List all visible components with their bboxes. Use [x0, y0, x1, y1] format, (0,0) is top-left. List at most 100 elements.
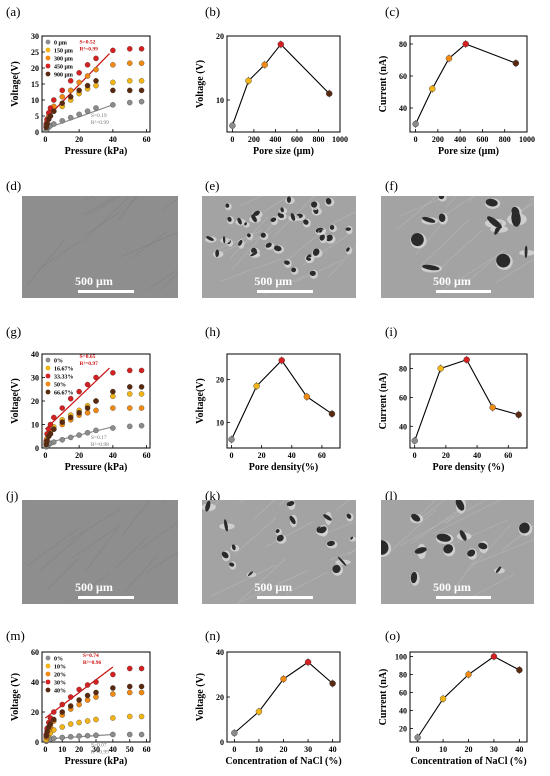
panel-label-h: (h)	[205, 324, 221, 339]
chart-i: 0 20 40 60 40 60 80 Pore density (%) Current (nA…	[378, 353, 528, 473]
panel-label-k: (k)	[205, 488, 221, 503]
x-tick-label: 50	[126, 745, 134, 754]
x-tick-label: 20	[280, 745, 288, 754]
data-point	[328, 410, 336, 418]
legend-marker	[45, 663, 51, 669]
x-tick-label: 40	[329, 745, 337, 754]
data-point	[127, 367, 133, 374]
legend-label: 20%	[54, 673, 66, 679]
sem-pore	[345, 227, 351, 231]
x-tick-label: 800	[312, 135, 324, 144]
legend-label: 10%	[54, 665, 66, 671]
sem-pore	[273, 245, 282, 252]
data-point	[43, 733, 49, 739]
panel-label-j: (j)	[6, 488, 19, 503]
fit-annotation: S=0.74	[83, 653, 99, 659]
plot-frame	[226, 353, 341, 449]
sem-image-e: 500 μm	[202, 196, 356, 298]
scale-bar	[78, 290, 135, 293]
sem-pore	[306, 257, 312, 261]
sem-pore	[496, 253, 511, 268]
chart-h: 0 20 40 60 10 20 Pore density(%) Voltage(V)	[195, 353, 341, 473]
x-tick-label: 0	[43, 451, 47, 460]
series-line	[231, 43, 330, 126]
fit-annotation: S=0.07	[91, 743, 107, 749]
data-point	[67, 414, 74, 421]
sem-pore	[478, 542, 488, 550]
sem-pore	[284, 260, 290, 265]
sem-streak	[326, 521, 356, 534]
sem-streak	[129, 196, 139, 205]
legend-label: 66.67%	[54, 391, 74, 397]
x-tick-label: 0	[414, 135, 418, 144]
data-point	[93, 689, 99, 696]
x-axis-label: Pore size (μm)	[253, 146, 314, 157]
sem-texture	[202, 196, 356, 298]
data-point	[110, 691, 116, 697]
sem-pore	[265, 242, 272, 248]
fit-line	[44, 53, 110, 120]
data-point	[84, 108, 91, 114]
data-point	[76, 111, 82, 118]
sem-streak	[231, 221, 276, 270]
sem-streak	[331, 211, 356, 225]
x-tick-label: 200	[432, 135, 444, 144]
y-tick-label: 0	[220, 738, 224, 747]
data-point	[326, 90, 333, 97]
series-line	[231, 359, 333, 440]
sem-streak	[415, 217, 447, 256]
data-point	[411, 437, 418, 444]
sem-streak	[147, 551, 178, 573]
x-tick-label: 200	[248, 135, 260, 144]
sem-pore	[286, 196, 291, 203]
sem-streak	[396, 196, 438, 230]
data-point	[59, 701, 66, 708]
legend-marker	[45, 39, 51, 45]
data-point	[76, 388, 82, 395]
sem-streak	[26, 240, 65, 286]
sem-streak	[84, 209, 124, 236]
sem-streak	[37, 240, 81, 270]
data-point	[47, 421, 54, 428]
sem-pore	[325, 234, 333, 242]
data-point	[76, 697, 82, 703]
sem-streak	[120, 231, 178, 258]
sem-streak	[335, 500, 349, 511]
sem-pore	[459, 530, 467, 541]
sem-streak	[140, 521, 178, 549]
sem-streak	[82, 197, 129, 242]
y-tick-label: 60	[399, 72, 407, 81]
series-line	[415, 43, 517, 125]
sem-pore	[467, 549, 476, 557]
y-tick-label: 10	[31, 96, 39, 105]
sem-streak	[254, 500, 275, 520]
data-point	[47, 113, 54, 119]
x-tick-label: 10	[439, 745, 447, 754]
sem-pore	[487, 216, 502, 229]
fit-annotation: R²=0.99	[91, 120, 109, 126]
y-axis-label: Voltage(V)	[195, 378, 206, 424]
data-point	[127, 99, 133, 106]
sem-background	[381, 500, 534, 604]
data-point	[59, 87, 66, 94]
data-point	[84, 62, 91, 68]
sem-streak	[265, 521, 313, 548]
sem-pore	[247, 571, 254, 577]
scale-bar	[78, 596, 135, 599]
sem-pore	[410, 571, 418, 584]
legend-label: 33.33%	[54, 375, 74, 381]
x-tick-label: 0	[232, 745, 236, 754]
x-tick-label: 30	[92, 745, 100, 754]
data-point	[138, 422, 145, 429]
sem-streak	[213, 230, 263, 252]
y-axis-label: Voltage (V)	[195, 673, 206, 721]
data-point	[76, 432, 82, 438]
data-point	[439, 695, 447, 702]
legend-label: 150 μm	[54, 49, 73, 55]
sem-streak	[471, 539, 534, 566]
data-point	[67, 694, 74, 700]
data-point	[76, 733, 82, 739]
data-point	[127, 405, 133, 411]
y-tick-label: 30	[31, 32, 39, 41]
data-point	[44, 438, 50, 444]
